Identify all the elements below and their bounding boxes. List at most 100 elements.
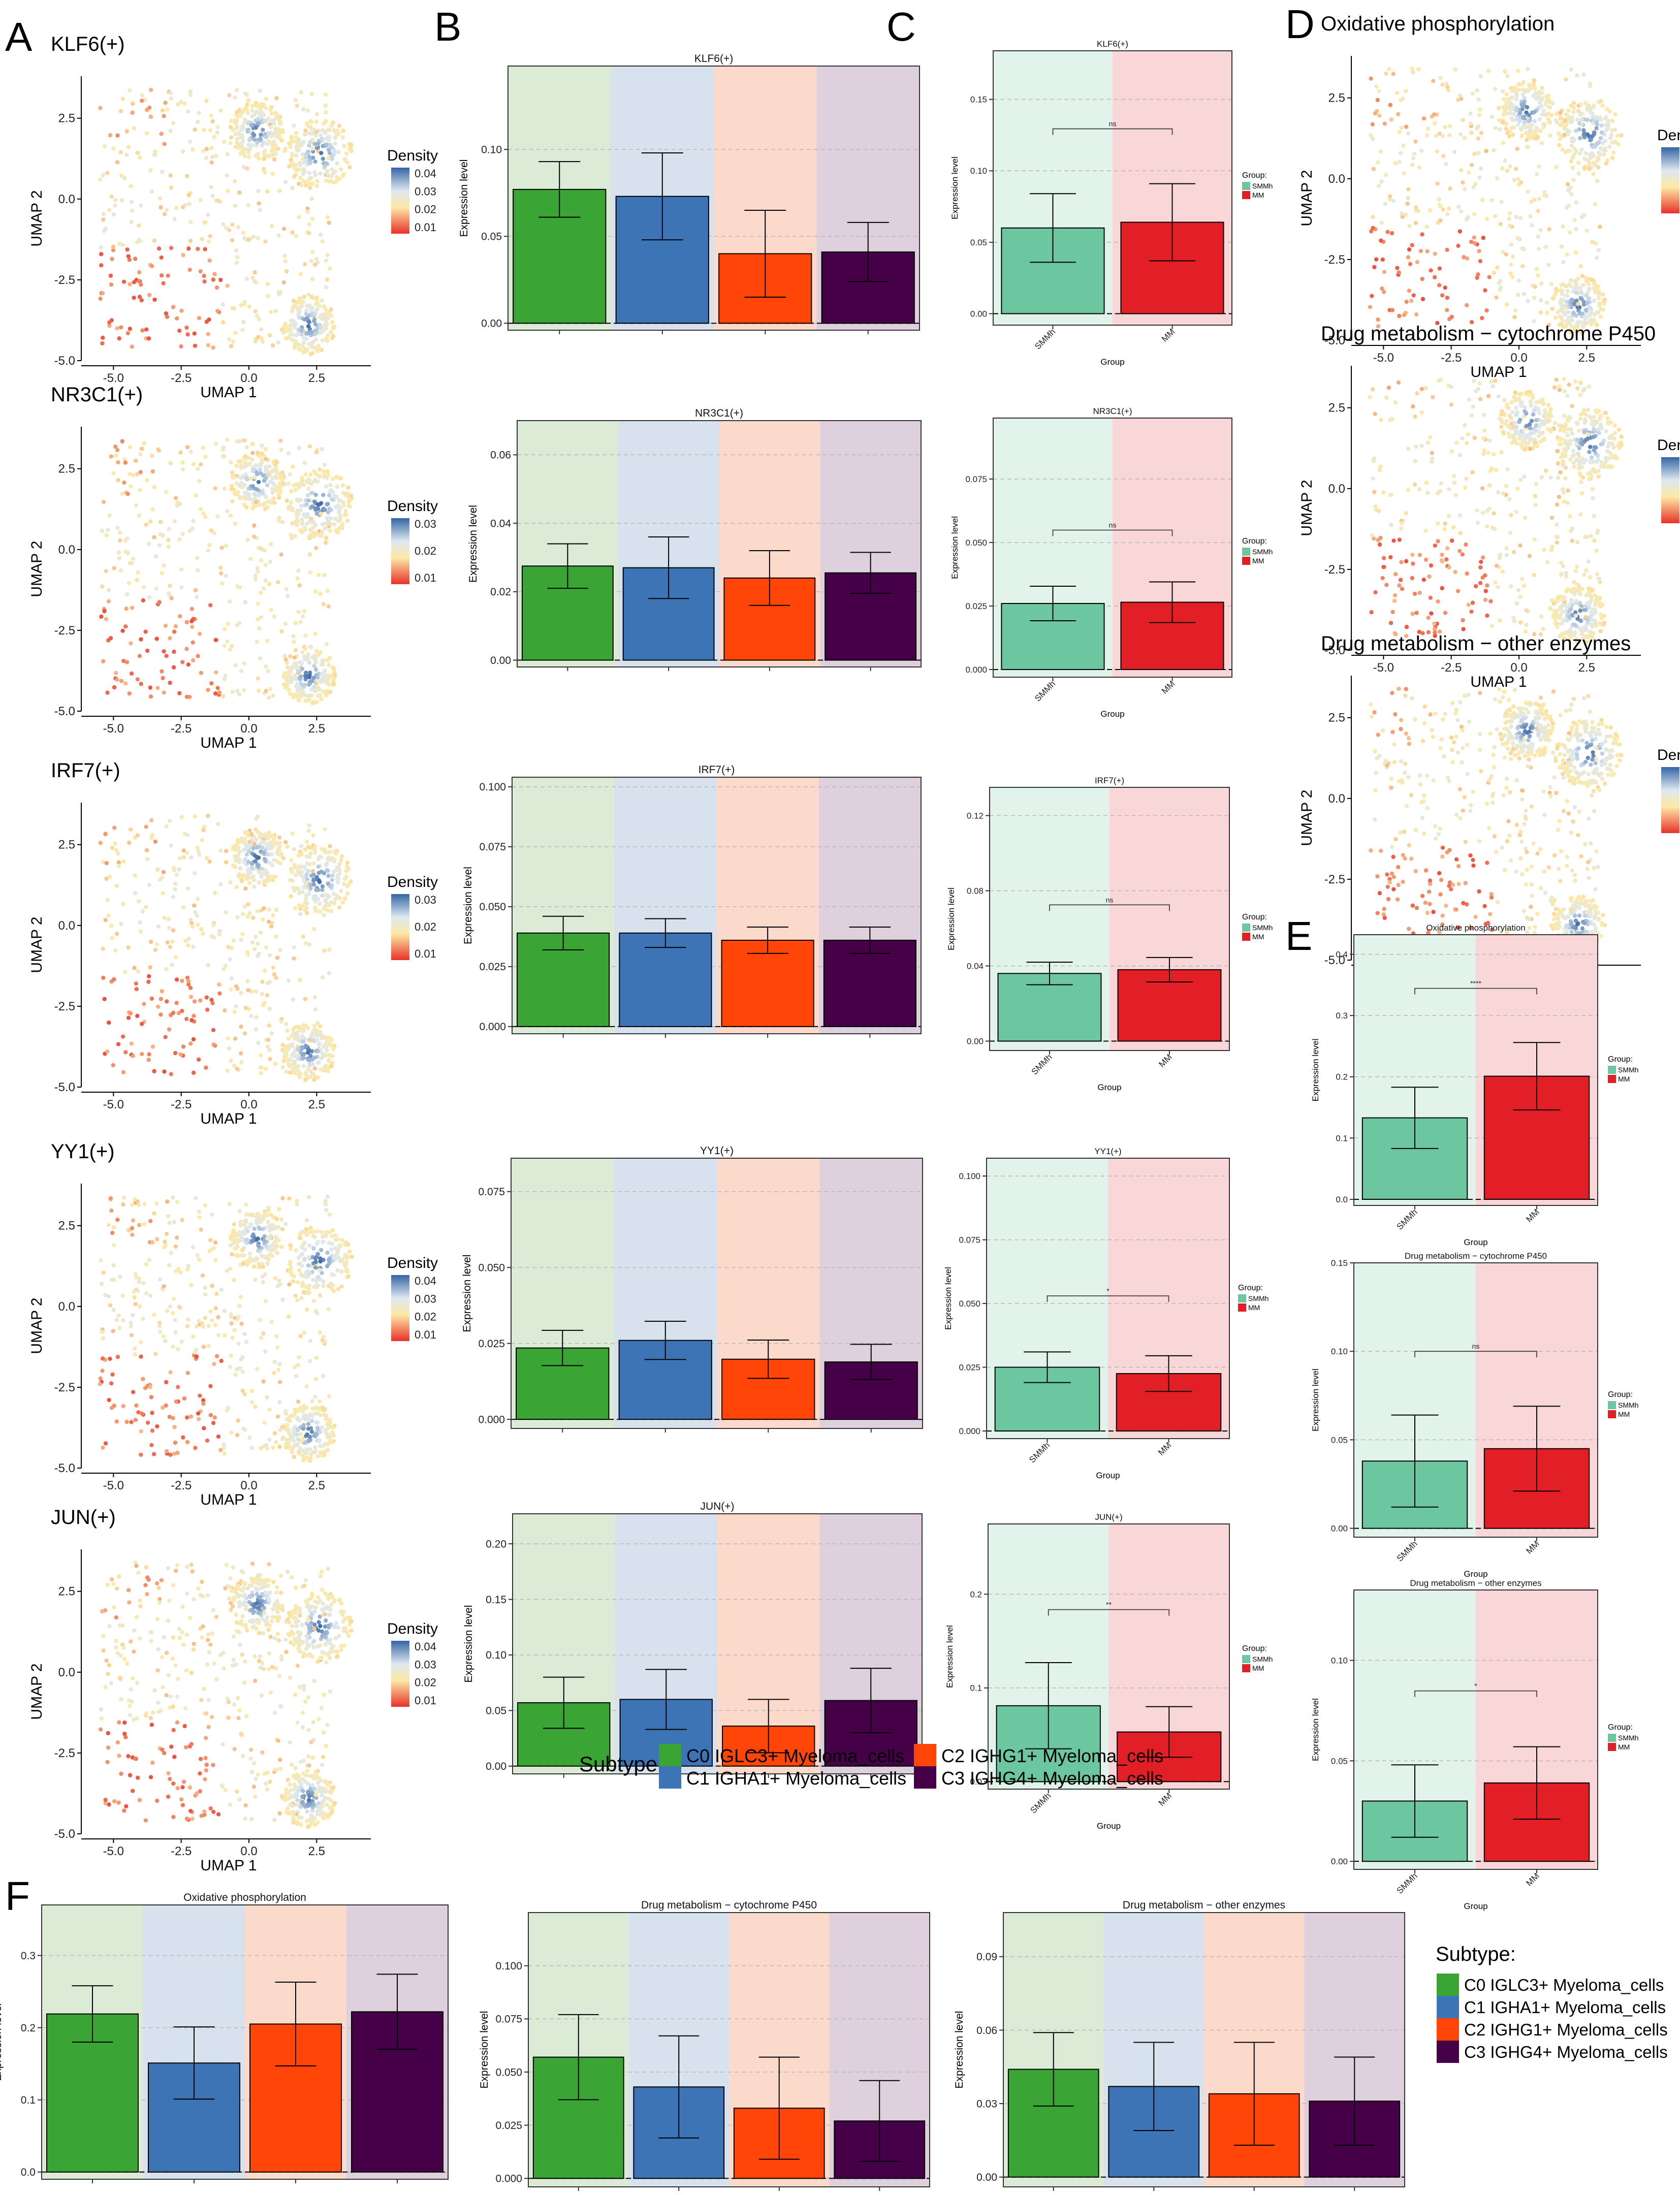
- density-point: [315, 1311, 320, 1316]
- density-point: [345, 860, 350, 865]
- density-point: [349, 1628, 354, 1633]
- density-point: [306, 231, 311, 236]
- density-point: [102, 997, 107, 1001]
- density-point: [131, 1717, 136, 1722]
- density-point: [174, 1001, 179, 1005]
- density-point: [184, 1668, 189, 1673]
- density-point: [223, 1788, 228, 1793]
- density-point: [313, 589, 318, 594]
- density-point: [237, 621, 242, 625]
- density-point: [193, 1446, 198, 1450]
- density-colorbar: [391, 1641, 409, 1707]
- density-point: [341, 491, 346, 495]
- density-point: [203, 1203, 208, 1207]
- density-point: [191, 147, 195, 152]
- density-point: [310, 340, 315, 344]
- density-point: [135, 677, 140, 682]
- density-point: [235, 1620, 239, 1625]
- density-point: [159, 255, 164, 260]
- density-point: [331, 1046, 336, 1052]
- density-point: [315, 1061, 320, 1065]
- density-point: [324, 642, 329, 647]
- density-point: [282, 253, 287, 258]
- density-point: [215, 309, 220, 313]
- density-point: [338, 1244, 342, 1249]
- density-point: [193, 588, 198, 593]
- density-colorbar: [391, 1275, 409, 1341]
- density-point: [124, 129, 129, 134]
- density-point: [325, 172, 330, 176]
- density-point: [230, 1252, 234, 1257]
- density-point: [310, 1062, 315, 1067]
- density-point: [312, 1024, 317, 1028]
- density-point: [302, 1229, 306, 1234]
- density-point: [1580, 274, 1585, 278]
- density-point: [332, 901, 337, 906]
- density-point: [196, 246, 200, 251]
- density-point: [244, 92, 249, 97]
- density-point: [274, 460, 279, 465]
- density-point: [318, 467, 322, 472]
- density-point: [152, 297, 157, 302]
- umap-title: YY1(+): [51, 1140, 115, 1163]
- density-point: [313, 1434, 318, 1439]
- density-point: [300, 1639, 304, 1644]
- density-point: [214, 1291, 219, 1296]
- density-point: [327, 1625, 331, 1630]
- density-point: [166, 1214, 171, 1219]
- density-point: [263, 1066, 268, 1071]
- density-point: [335, 504, 339, 510]
- density-point: [109, 1208, 114, 1213]
- density-point: [277, 515, 281, 520]
- density-point: [288, 1633, 292, 1638]
- density-point: [163, 101, 168, 105]
- density-point: [296, 1261, 301, 1266]
- density-point: [269, 1031, 274, 1036]
- density-point: [267, 1006, 272, 1011]
- density-point: [334, 1621, 339, 1626]
- density-point: [318, 591, 323, 596]
- density-point: [341, 129, 345, 133]
- density-point: [265, 142, 270, 146]
- density-point: [319, 1067, 323, 1072]
- density-point: [189, 855, 194, 860]
- density-point: [293, 648, 298, 653]
- density-point: [187, 1785, 193, 1790]
- density-point: [263, 1299, 268, 1303]
- density-point: [245, 166, 249, 171]
- density-point: [218, 882, 223, 886]
- density-point: [345, 891, 350, 896]
- density-point: [253, 1586, 259, 1590]
- density-point: [212, 530, 217, 535]
- density-point: [264, 457, 268, 462]
- density-point: [230, 1236, 234, 1240]
- density-point: [1469, 130, 1474, 135]
- density-point: [301, 1039, 306, 1044]
- density-point: [325, 1802, 329, 1807]
- density-point: [318, 1574, 323, 1579]
- density-point: [327, 849, 332, 854]
- density-point: [233, 865, 238, 869]
- density-point: [137, 238, 141, 242]
- density-point: [164, 1693, 169, 1698]
- density-point: [181, 1435, 185, 1440]
- density-point: [227, 228, 232, 233]
- density-point: [117, 1325, 122, 1330]
- density-point: [303, 847, 307, 852]
- density-point: [211, 277, 216, 282]
- density-point: [158, 532, 163, 536]
- density-point: [213, 1323, 218, 1327]
- density-point: [116, 1042, 121, 1046]
- y-tick-label: 0.0: [58, 919, 75, 933]
- density-point: [277, 1362, 282, 1366]
- density-point: [311, 1031, 316, 1036]
- density-point: [161, 870, 166, 874]
- density-point: [306, 1195, 311, 1199]
- density-point: [160, 571, 164, 576]
- density-point: [325, 908, 330, 913]
- density-point: [1484, 149, 1488, 153]
- density-point: [314, 1355, 319, 1360]
- density-point: [324, 898, 329, 902]
- density-point: [136, 969, 141, 974]
- density-point: [328, 521, 333, 526]
